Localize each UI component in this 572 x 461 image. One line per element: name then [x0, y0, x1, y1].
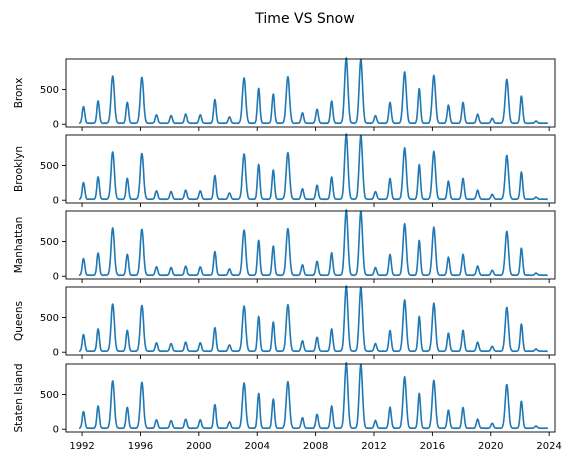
plot-frame: [65, 363, 556, 433]
series-line-queens: [78, 285, 549, 353]
series-line-brooklyn: [78, 133, 549, 201]
x-tick-label: 2012: [361, 441, 386, 452]
y-tick-label: 0: [53, 120, 59, 131]
y-tick-label: 0: [53, 348, 59, 359]
x-tick-label: 1992: [69, 441, 94, 452]
subplot-bronx: Bronx 0 500: [13, 57, 556, 131]
y-tick-label: 500: [40, 161, 59, 172]
subplot-queens: Queens 0 500: [13, 285, 556, 359]
x-tick-label: 2008: [303, 441, 328, 452]
plot-frame: [65, 134, 556, 204]
subplot-manhattan: Manhattan 0 500: [13, 209, 556, 283]
subplot-brooklyn: Brooklyn 0 500: [13, 133, 556, 207]
x-tick-label: 2000: [186, 441, 211, 452]
y-tick-label: 0: [53, 425, 59, 436]
y-axis-label: Staten Island: [13, 363, 25, 432]
series-line-staten-island: [78, 362, 549, 430]
y-tick-label: 500: [40, 85, 59, 96]
series-line-manhattan: [78, 209, 549, 277]
y-axis-label: Bronx: [13, 78, 25, 109]
y-axis-label: Brooklyn: [13, 146, 25, 192]
plot-frame: [65, 210, 556, 280]
subplot-staten-island: Staten Island 0 500: [13, 362, 556, 436]
shared-x-axis: 1992 1996 2000 2004 2008 2012 2016 2020 2024: [69, 441, 562, 452]
figure-title: Time VS Snow: [254, 11, 354, 27]
y-tick-label: 500: [40, 313, 59, 324]
y-axis-label: Queens: [13, 301, 25, 341]
subplots: Bronx0500Brooklyn0500Manhattan0500Queens…: [13, 57, 556, 436]
x-tick-label: 1996: [128, 441, 153, 452]
series-line-bronx: [78, 57, 549, 125]
y-tick-label: 500: [40, 390, 59, 401]
y-tick-label: 500: [40, 237, 59, 248]
x-tick-label: 2004: [244, 441, 269, 452]
y-tick-label: 0: [53, 196, 59, 207]
plot-frame: [65, 58, 556, 128]
y-axis-label: Manhattan: [13, 217, 25, 274]
x-tick-label: 2024: [536, 441, 561, 452]
x-tick-label: 2016: [420, 441, 445, 452]
plot-frame: [65, 286, 556, 356]
y-tick-label: 0: [53, 272, 59, 283]
x-tick-label: 2020: [478, 441, 503, 452]
